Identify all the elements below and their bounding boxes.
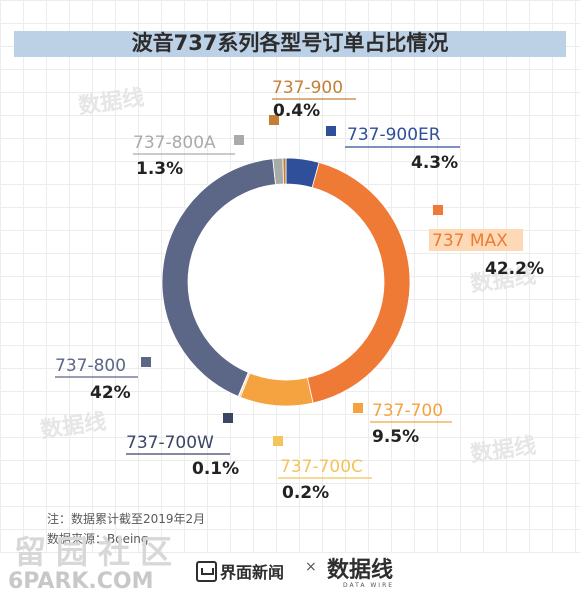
watermark-cn: 留园社区 [14,533,183,571]
label-highlight [429,229,523,251]
legend-marker [223,413,233,423]
slice-label: 737-700W [126,433,214,453]
slice-label: 737-800A [133,133,216,153]
slice-value: 42% [90,383,131,403]
brand-cross: × [305,559,317,575]
jiemian-logo-icon [196,561,217,582]
legend-marker [141,357,151,367]
slice-value: 9.5% [372,427,419,447]
title-band [14,31,566,57]
slice-value: 4.3% [411,153,458,173]
brand-name: 界面新闻 [220,563,285,582]
legend-marker [433,205,443,215]
slice-value: 42.2% [485,259,544,279]
slice-label: 737-700C [280,457,363,477]
chart-title: 波音737系列各型号订单占比情况 [131,31,449,55]
slice-label: 737-900 [272,78,343,98]
slice-label: 737 MAX [432,231,508,251]
legend-marker [234,135,244,145]
footer-bar [0,553,580,609]
legend-marker [273,436,283,446]
datawire-logo: 数据线 [327,557,394,583]
footnote: 注：数据累计截至2019年2月 [47,512,206,526]
slice-value: 1.3% [136,159,183,179]
slice-label: 737-700 [372,401,443,421]
slice-value: 0.4% [273,101,320,121]
datawire-logo-sub: DATA WIRE [343,582,395,589]
slice-label: 737-900ER [347,125,441,145]
donut-hole [188,184,384,380]
slice-label: 737-800 [55,356,126,376]
legend-marker [269,115,279,125]
legend-marker [353,403,363,413]
slice-value: 0.2% [282,483,329,503]
legend-marker [326,126,336,136]
watermark-en: 6PARK.COM [8,569,154,594]
donut-slice [282,157,287,185]
slice-value: 0.1% [192,459,239,479]
data-source: 数据来源：Boeing [47,532,149,546]
